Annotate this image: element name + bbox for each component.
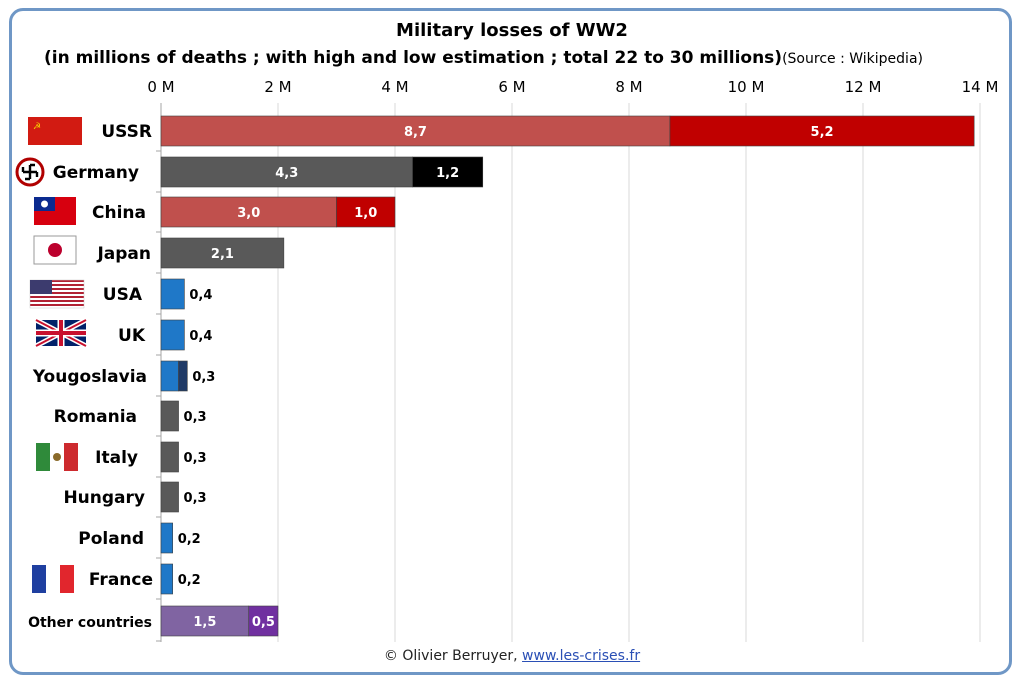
data-label: 4,3 — [275, 166, 298, 181]
flag-stripe — [30, 304, 84, 306]
france-flag-icon — [32, 565, 74, 593]
data-label: 1,0 — [354, 206, 377, 221]
tick-label: 12 M — [845, 78, 882, 96]
category-label: Germany — [53, 163, 139, 183]
category-label: Yougoslavia — [32, 367, 147, 387]
subtitle-line: (in millions of deaths ; with high and l… — [44, 48, 923, 68]
flag-stripe — [30, 288, 84, 290]
category-label: China — [92, 203, 146, 223]
tick-label: 14 M — [962, 78, 999, 96]
data-label: 0,3 — [184, 491, 207, 506]
bar-segment — [160, 563, 173, 595]
sun-icon — [48, 243, 62, 257]
bar-segment — [336, 196, 396, 228]
bar-segment — [160, 481, 179, 513]
bar-segment — [160, 115, 671, 147]
uk-flag-icon — [34, 317, 88, 349]
data-label: 0,5 — [252, 615, 275, 630]
flags-layer: ☭ — [15, 117, 88, 593]
data-label: 1,2 — [436, 166, 459, 181]
data-label: 0,3 — [192, 370, 215, 385]
data-label: 2,1 — [211, 247, 234, 262]
bar-segment — [160, 400, 179, 432]
chart-subtitle: (in millions of deaths ; with high and l… — [44, 48, 783, 68]
data-label: 3,0 — [237, 206, 260, 221]
category-label: Hungary — [63, 488, 145, 508]
data-label: 5,2 — [811, 125, 834, 140]
flag-field — [28, 117, 82, 145]
tick-label: 8 M — [615, 78, 642, 96]
tick-label: 4 M — [381, 78, 408, 96]
category-label: Romania — [54, 407, 137, 427]
flag-band-green — [36, 443, 50, 471]
flag-band-blue — [32, 565, 46, 593]
bar-segment — [160, 605, 250, 637]
flag-band-white — [46, 565, 60, 593]
flag-canton — [30, 280, 52, 294]
category-label: France — [89, 570, 153, 590]
data-label: 0,4 — [189, 329, 212, 344]
mexico-like-flag-icon — [36, 443, 78, 471]
category-label: Japan — [96, 244, 151, 264]
category-label: USSR — [101, 122, 152, 142]
flag-stripe — [30, 292, 84, 294]
category-label: Italy — [95, 448, 138, 468]
credit-link[interactable]: www.les-crises.fr — [522, 648, 641, 664]
category-labels: USSR Germany China Japan USA UK Yougoslavia Rom… — [28, 122, 153, 631]
x-axis-ticks: 0 M 2 M 4 M 6 M 8 M 10 M 12 M 14 M — [147, 78, 998, 96]
data-label: 0,3 — [184, 410, 207, 425]
flag-band-red — [60, 565, 74, 593]
data-label: 0,2 — [178, 532, 201, 547]
bar-segment — [160, 156, 413, 188]
bar-segment — [412, 156, 484, 188]
tick-label: 2 M — [264, 78, 291, 96]
category-label: UK — [118, 326, 146, 346]
bar-segment — [160, 522, 173, 554]
bar-segment — [669, 115, 975, 147]
swastika-flag-icon — [15, 157, 45, 187]
cross-red — [36, 320, 86, 346]
credit-text: © Olivier Berruyer, — [383, 648, 523, 664]
bar-segment — [160, 196, 337, 228]
credit-line: © Olivier Berruyer, www.les-crises.fr — [0, 648, 1024, 664]
flag-stripe — [30, 280, 84, 282]
source-note: (Source : Wikipedia) — [782, 51, 923, 67]
tick-label: 10 M — [728, 78, 765, 96]
tick-label: 0 M — [147, 78, 174, 96]
data-label: 0,3 — [184, 451, 207, 466]
bar-segment — [248, 605, 279, 637]
flag-band-red — [64, 443, 78, 471]
bar-segment — [160, 278, 185, 310]
bar-segment — [160, 319, 185, 351]
bar-segment — [160, 360, 179, 392]
bar-segment — [178, 360, 188, 392]
category-label: Poland — [78, 529, 144, 549]
roc-flag-icon — [34, 197, 76, 225]
flag-stripe — [30, 300, 84, 302]
hammer-sickle-icon: ☭ — [33, 122, 41, 132]
data-label: 1,5 — [193, 615, 216, 630]
flag-stripe — [30, 284, 84, 286]
ussr-flag-icon: ☭ — [28, 117, 82, 145]
data-label: 0,2 — [178, 573, 201, 588]
flag-stripe — [30, 296, 84, 298]
swastika-icon — [21, 163, 39, 181]
tick-label: 6 M — [498, 78, 525, 96]
sun-icon — [41, 200, 48, 208]
category-label: Other countries — [28, 615, 152, 631]
bars-layer: 8,7 5,2 4,3 1,2 3,0 1,0 2,1 0,4 0,4 0,3 0,3 0,3 0,3 0… — [160, 115, 975, 637]
usa-flag-icon — [29, 279, 85, 309]
emblem-icon — [53, 453, 61, 461]
data-label: 8,7 — [404, 125, 427, 140]
bar-segment — [160, 237, 285, 269]
bar-segment — [160, 441, 179, 473]
chart-title: Military losses of WW2 — [396, 20, 628, 41]
japan-flag-icon — [33, 235, 77, 265]
category-label: USA — [103, 285, 143, 305]
data-label: 0,4 — [189, 288, 212, 303]
